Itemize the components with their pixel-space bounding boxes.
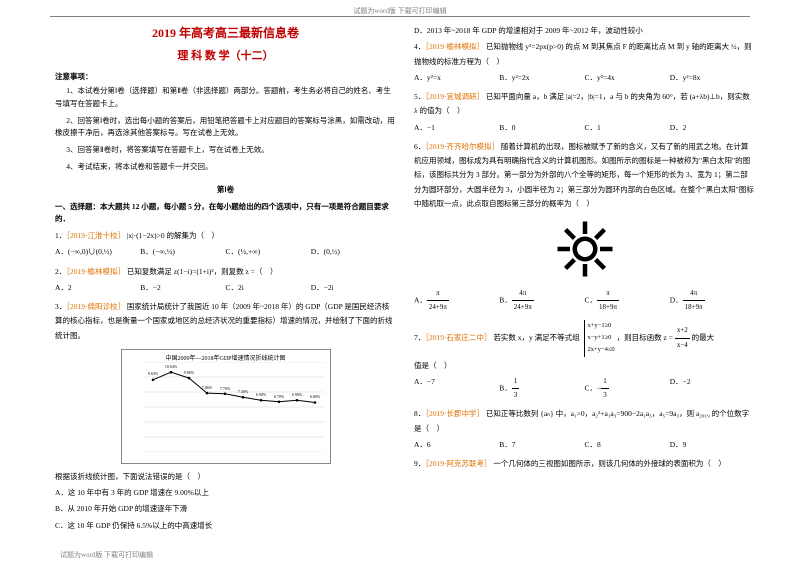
q8-B: B．7: [499, 438, 584, 452]
q7-A: A．−7: [414, 375, 499, 403]
q4-options: A．y²=x B．y²=2x C．y²=4x D．y²=8x: [414, 71, 755, 85]
q8-options: A．6 B．7 C．8 D．9: [414, 438, 755, 452]
notice-1: 1、本试卷分第Ⅰ卷（选择题）和第Ⅱ卷（非选择题）两部分。答题前，考生务必将自己的…: [55, 85, 396, 111]
svg-text:6.90%: 6.90%: [291, 392, 302, 397]
q7-D: D．−2: [670, 375, 755, 403]
q2-C: C．2i: [226, 281, 311, 295]
q6: 6．［2019·齐齐哈尔模拟］ 随着计算机的出现，图标被赋予了新的含义，又有了新…: [414, 140, 755, 211]
q7-next: 值是（ ）: [414, 359, 755, 373]
chart-title: 中国2009年—2018年GDP增速情况折线统计图: [122, 350, 330, 362]
q4-A: A．y²=x: [414, 71, 499, 85]
svg-text:6.90%: 6.90%: [255, 392, 266, 397]
q5-B: B．0: [499, 121, 584, 135]
notice-2: 2、回答第Ⅰ卷时，选出每小题的答案后，用铅笔把答题卡上对应题目的答案标号涂黑，如…: [55, 115, 396, 141]
svg-text:9.86%: 9.86%: [183, 370, 194, 375]
q1-options: A．(−∞,0)∪(0,½) B．(−∞,½) C．(½,+∞) D．(0,½): [55, 245, 396, 259]
column-right: D．2013 年~2018 年 GDP 的增速相对于 2009 年~2012 年…: [414, 24, 755, 546]
sun-icon-box: [414, 219, 755, 281]
q8-D: D．9: [670, 438, 755, 452]
q5-options: A．−1 B．0 C．1 D．2: [414, 121, 755, 135]
q4: 4．［2019·榆林模拟］ 已知抛物线 y²=2px(p>0) 的点 M 到其焦…: [414, 40, 755, 69]
q1-C: C．(½,+∞): [226, 245, 311, 259]
svg-text:10.64%: 10.64%: [164, 364, 177, 369]
q7: 7．［2019·石家庄二中］ 若实数 x，y 满足不等式组 x+y−1≥0x−y…: [414, 320, 755, 357]
q6-D: D．4π18+9π: [670, 287, 755, 315]
q6-C: C．π18+9π: [585, 287, 670, 315]
q6-text: 随着计算机的出现，图标被赋予了新的含义，又有了新的用武之地。在计算机应用领域，图…: [414, 142, 754, 208]
q5-A: A．−1: [414, 121, 499, 135]
q9-source: ［2019·阿克苏联考］: [425, 459, 491, 468]
q8: 8．［2019·长郡中学］ 已知正等比数列 {aₙ} 中，a₁>0，a₂²+a₁…: [414, 407, 755, 436]
q2-options: A．2 B．−2 C．2i D．−2i: [55, 281, 396, 295]
q4-D: D．y²=8x: [670, 71, 755, 85]
q3-B: B．从 2010 年开始 GDP 的增速逐年下滑: [55, 502, 396, 516]
q6-options: A．π24+9π B．4π24+9π C．π18+9π D．4π18+9π: [414, 287, 755, 315]
gdp-chart: 中国2009年—2018年GDP增速情况折线统计图 12.00%10.00%8.…: [121, 349, 331, 464]
q6-A: A．π24+9π: [414, 287, 499, 315]
svg-text:7.30%: 7.30%: [237, 389, 248, 394]
page-footer: 试题为word版 下载可打印编辑: [60, 550, 153, 560]
svg-text:6.70%: 6.70%: [273, 394, 284, 399]
q3-source: ［2019·绵阳诊校］: [66, 302, 125, 311]
q4-B: B．y²=2x: [499, 71, 584, 85]
q8-source: ［2019·长郡中学］: [425, 409, 484, 418]
q7-options: A．−7 B．13 C．−13 D．−2: [414, 375, 755, 403]
q7-source: ［2019·石家庄二中］: [425, 333, 491, 342]
q6-B: B．4π24+9π: [499, 287, 584, 315]
svg-text:7.76%: 7.76%: [219, 386, 230, 391]
svg-text:7.86%: 7.86%: [201, 385, 212, 390]
q3: 3．［2019·绵阳诊校］ 国家统计局统计了我国近 10 年（2009 年~20…: [55, 300, 396, 343]
page-header: 试题为word版 下载可打印编辑: [353, 6, 446, 16]
q2-text: 已知复数满足 z(1−i)=(1+i)²，则复数 z =（ ）: [127, 267, 278, 276]
q4-source: ［2019·榆林模拟］: [425, 42, 484, 51]
q6-source: ［2019·齐齐哈尔模拟］: [425, 142, 499, 151]
q9: 9．［2019·阿克苏联考］ 一个几何体的三视图如图所示，则该几何体的外接球的表…: [414, 457, 755, 471]
notice-4: 4、考试结束，将本试卷和答题卡一并交回。: [55, 161, 396, 174]
q3-D: D．2013 年~2018 年 GDP 的增速相对于 2009 年~2012 年…: [414, 24, 755, 38]
exam-title: 2019 年高考高三最新信息卷: [55, 24, 396, 41]
part1-desc: 一、选择题：本大题共 12 小题，每小题 5 分，在每小题给出的四个选项中，只有…: [55, 201, 396, 227]
q2-source: ［2019·榆林模拟］: [66, 267, 125, 276]
q1-D: D．(0,½): [311, 245, 396, 259]
q3-C: C．这 10 年 GDP 仍保持 6.5%以上的中高速增长: [55, 519, 396, 533]
chart-svg: 12.00%10.00%8.00% 6.00%4.00%2.00%0.00% 9…: [144, 362, 324, 452]
q2-B: B．−2: [140, 281, 225, 295]
q7-C: C．−13: [585, 375, 670, 403]
q2: 2．［2019·榆林模拟］ 已知复数满足 z(1−i)=(1+i)²，则复数 z…: [55, 265, 396, 279]
q1: 1．［2019·江淮十校］ |x|·(1−2x)>0 的解集为（ ）: [55, 229, 396, 243]
q1-text: |x|·(1−2x)>0 的解集为（ ）: [127, 231, 219, 240]
q7-text-a: 若实数 x，y 满足不等式组: [493, 333, 579, 342]
content-columns: 2019 年高考高三最新信息卷 理 科 数 学（十二） 注意事项： 1、本试卷分…: [55, 24, 755, 546]
q3-A: A．这 10 年中有 3 年的 GDP 增速在 9.00%以上: [55, 486, 396, 500]
exam-subtitle: 理 科 数 学（十二）: [55, 47, 396, 63]
q5-C: C．1: [585, 121, 670, 135]
notice-3: 3、回答第Ⅱ卷时，将答案填写在答题卡上，写在试卷上无效。: [55, 144, 396, 157]
q7-text-b: ，则目标函数 z =: [617, 333, 675, 342]
column-left: 2019 年高考高三最新信息卷 理 科 数 学（十二） 注意事项： 1、本试卷分…: [55, 24, 396, 546]
q2-A: A．2: [55, 281, 140, 295]
svg-text:9.63%: 9.63%: [147, 371, 158, 376]
q5: 5．［2019·宜城调研］ 已知平面向量 a，b 满足 |a|=2，|b|=1，…: [414, 90, 755, 119]
q5-D: D．2: [670, 121, 755, 135]
header-rule: [50, 16, 750, 17]
q1-B: B．(−∞,½): [140, 245, 225, 259]
q7-text-c: 的最大: [690, 333, 714, 342]
q2-D: D．−2i: [311, 281, 396, 295]
q8-A: A．6: [414, 438, 499, 452]
q1-source: ［2019·江淮十校］: [66, 231, 125, 240]
sun-icon: [555, 219, 615, 279]
notice-heading: 注意事项：: [55, 71, 396, 82]
q8-C: C．8: [585, 438, 670, 452]
q7-B: B．13: [499, 375, 584, 403]
q5-source: ［2019·宜城调研］: [425, 92, 484, 101]
q9-text: 一个几何体的三视图如图所示，则该几何体的外接球的表面积为（ ）: [493, 459, 726, 468]
q3-after: 根据该折线统计图，下面说法错误的是（ ）: [55, 470, 396, 484]
q4-C: C．y²=4x: [585, 71, 670, 85]
part1-title: 第Ⅰ卷: [55, 184, 396, 195]
svg-text:6.60%: 6.60%: [309, 394, 320, 399]
q1-A: A．(−∞,0)∪(0,½): [55, 245, 140, 259]
